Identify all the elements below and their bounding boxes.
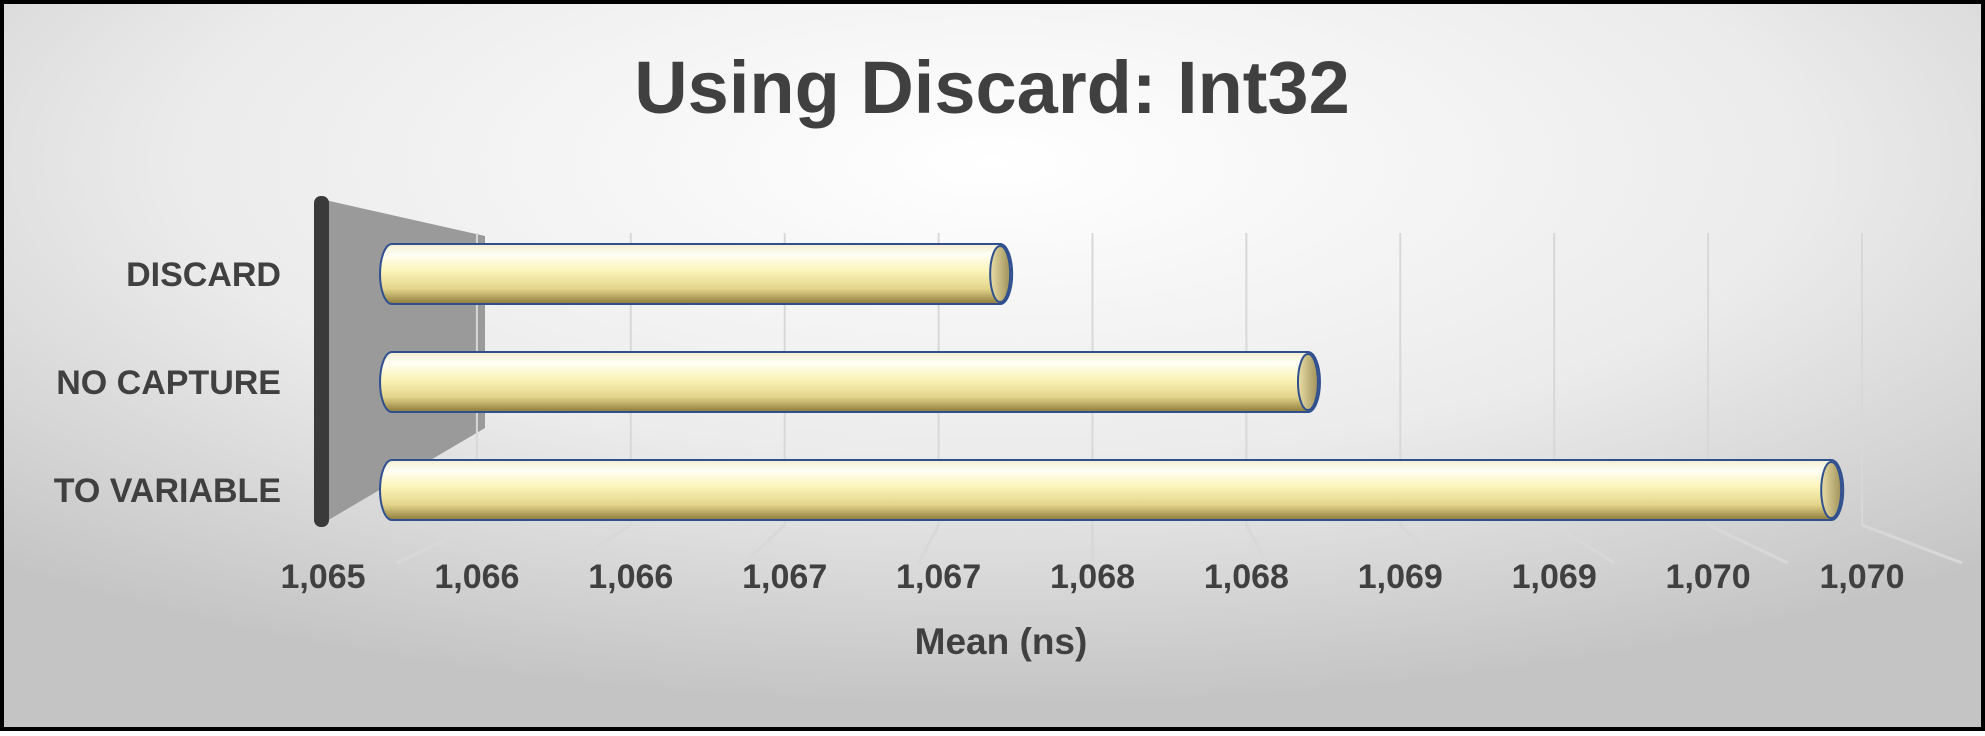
floor-gridline xyxy=(396,523,478,565)
bar-no-capture xyxy=(379,351,1321,413)
floor-gridline xyxy=(569,523,632,565)
bar-body xyxy=(379,459,1845,521)
bars xyxy=(379,243,1845,521)
x-tick-label: 1,066 xyxy=(434,558,519,596)
bar-body xyxy=(379,351,1321,413)
x-tick-label: 1,070 xyxy=(1819,558,1904,596)
x-tick-label: 1,069 xyxy=(1512,558,1597,596)
category-label: DISCARD xyxy=(126,256,281,294)
x-tick-label: 1,070 xyxy=(1666,558,1751,596)
bar-end-cap xyxy=(1296,353,1319,411)
category-labels: DISCARD NO CAPTURE TO VARIABLE xyxy=(54,256,281,510)
chart-title: Using Discard: Int32 xyxy=(634,46,1350,129)
x-tick-label: 1,067 xyxy=(896,558,981,596)
floor-gridline xyxy=(743,523,786,565)
floor-gridline xyxy=(1245,524,1268,564)
category-label: NO CAPTURE xyxy=(56,364,281,402)
floor-gridline xyxy=(1553,523,1616,565)
bar-discard xyxy=(379,243,1014,305)
x-tick-labels: 1,065 1,066 1,066 1,067 1,067 1,068 1,068 1,069… xyxy=(280,558,1904,596)
bar-body xyxy=(379,243,1014,305)
floor-gridline xyxy=(917,524,940,564)
x-axis-label: Mean (ns) xyxy=(915,621,1088,662)
x-tick-label: 1,067 xyxy=(742,558,827,596)
x-tick-label: 1,069 xyxy=(1358,558,1443,596)
bar-to-variable xyxy=(379,459,1845,521)
floor-gridline xyxy=(1399,523,1442,565)
x-tick-label: 1,065 xyxy=(280,558,365,596)
x-tick-label: 1,068 xyxy=(1204,558,1289,596)
category-label: TO VARIABLE xyxy=(54,472,281,510)
bar-end-cap xyxy=(989,245,1012,303)
x-tick-label: 1,068 xyxy=(1050,558,1135,596)
floor-gridline xyxy=(1707,523,1789,565)
floor-gridline xyxy=(1861,523,1963,565)
x-tick-label: 1,066 xyxy=(588,558,673,596)
axis-post xyxy=(314,196,329,527)
bar-end-cap xyxy=(1820,461,1843,519)
